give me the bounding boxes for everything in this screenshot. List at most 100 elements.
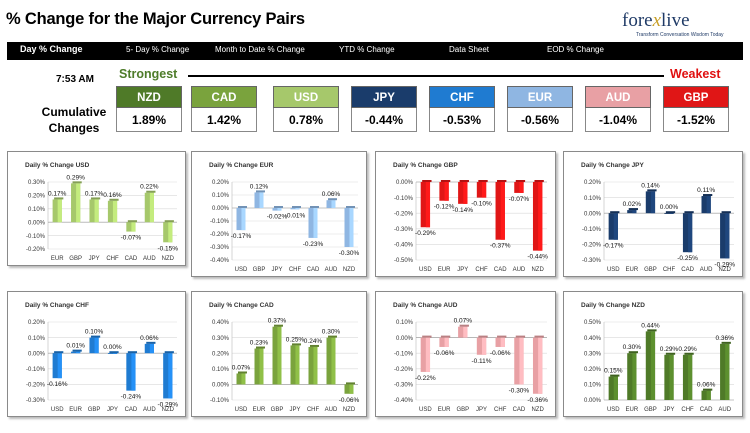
x-tick-label: GBP — [644, 407, 657, 413]
bar-body — [71, 183, 81, 223]
y-tick-label: 0.30% — [212, 336, 230, 342]
x-tick-label: CHF — [307, 407, 320, 413]
tab-month-to-date-change[interactable]: Month to Date % Change — [215, 45, 305, 54]
x-tick-label: EUR — [626, 407, 639, 413]
bar-body — [701, 196, 711, 214]
data-label: -0.36% — [527, 397, 548, 404]
bar-highlight — [500, 182, 505, 240]
chart-title: Daily % Change JPY — [581, 162, 645, 169]
currency-code: JPY — [351, 86, 417, 108]
chart-bar — [308, 206, 319, 238]
data-label: 0.30% — [322, 329, 341, 336]
bar-cap — [610, 211, 620, 214]
chart-chf-panel: Daily % Change CHF 0.20% 0.10% 0.00% -0.10% -… — [7, 291, 186, 417]
bar-body — [290, 208, 300, 210]
chart-bar — [89, 197, 101, 223]
data-label: 0.10% — [85, 329, 104, 336]
chart-bar — [682, 211, 694, 253]
chart-bar — [645, 189, 657, 214]
x-tick-label: AUD — [325, 407, 338, 413]
bar-highlight — [519, 337, 524, 385]
data-label: 0.15% — [604, 368, 623, 375]
strength-range-line — [188, 75, 664, 77]
bar-highlight — [112, 353, 118, 354]
chart-aud-panel: Daily % Change AUD 0.10% 0.00% -0.10% -0.20%… — [375, 291, 556, 417]
currency-code: AUD — [585, 86, 651, 108]
data-label: 0.17% — [48, 190, 67, 197]
x-tick-label: EUR — [69, 407, 82, 413]
x-tick-label: CHF — [106, 256, 119, 262]
bar-body — [290, 345, 300, 385]
data-label: 0.07% — [454, 318, 473, 325]
data-label: -0.14% — [452, 207, 473, 214]
bar-body — [163, 353, 173, 399]
y-tick-label: 0.00% — [396, 336, 414, 342]
currency-cumulative-value: -0.53% — [429, 108, 495, 132]
bar-body — [645, 331, 656, 400]
data-label: -0.22% — [415, 375, 436, 382]
y-tick-label: -0.10% — [394, 351, 414, 357]
tab-eod-change[interactable]: EOD % Change — [547, 45, 604, 54]
tab-5-day-change[interactable]: 5- Day % Change — [126, 45, 190, 54]
data-label: 0.02% — [623, 201, 642, 208]
bar-body — [254, 348, 264, 385]
bar-cap — [647, 329, 657, 332]
bar-body — [495, 182, 505, 240]
bar-body — [344, 384, 354, 394]
bar-highlight — [519, 182, 524, 193]
bar-body — [627, 210, 637, 214]
tab-data-sheet[interactable]: Data Sheet — [449, 45, 490, 54]
data-label: 0.06% — [140, 335, 159, 342]
bar-highlight — [313, 208, 318, 238]
bar-cap — [665, 352, 676, 355]
bar-highlight — [349, 384, 354, 394]
bar-cap — [54, 351, 64, 354]
nav-bar: Day % Change 5- Day % Change Month to Da… — [7, 42, 743, 60]
data-label: 0.16% — [103, 192, 122, 199]
bar-cap — [628, 351, 638, 354]
y-tick-label: 0.10% — [28, 207, 46, 213]
bar-highlight — [349, 208, 354, 247]
x-tick-label: EUR — [626, 267, 639, 273]
bar-cap — [665, 211, 676, 214]
bar-body — [236, 373, 246, 385]
chart-title: Daily % Change NZD — [581, 302, 645, 309]
bar-highlight — [538, 337, 543, 394]
x-tick-label: JPY — [89, 256, 100, 262]
x-tick-label: AUD — [143, 256, 156, 262]
bar-cap — [90, 335, 101, 338]
bar-body — [236, 208, 246, 231]
data-label: 0.14% — [641, 182, 660, 189]
currency-cumulative-value: -0.56% — [507, 108, 573, 132]
bar-cap — [515, 335, 526, 338]
x-tick-label: GBP — [88, 407, 101, 413]
bar-cap — [534, 335, 544, 338]
x-tick-label: AUD — [143, 407, 156, 413]
bar-highlight — [277, 326, 282, 385]
bar-body — [608, 213, 618, 240]
bar-cap — [256, 346, 265, 349]
tab-day-change[interactable]: Day % Change — [20, 44, 83, 54]
chart-bar — [420, 180, 432, 228]
currency-cad-box: CAD 1.42% — [191, 86, 257, 133]
tab-ytd-change[interactable]: YTD % Change — [339, 45, 395, 54]
bar-highlight — [259, 348, 264, 385]
x-tick-label: GBP — [456, 407, 469, 413]
chart-bar — [308, 344, 319, 385]
forexlive-logo[interactable]: forexlive Transform Conversation Wisdom … — [622, 10, 732, 40]
chart-bar — [627, 351, 638, 400]
chart-bar — [645, 329, 657, 400]
chart-bar — [236, 371, 247, 385]
y-tick-label: 0.20% — [212, 351, 230, 357]
bar-body — [476, 337, 487, 355]
data-label: 0.29% — [660, 346, 679, 353]
data-label: 0.23% — [250, 340, 269, 347]
bar-cap — [497, 180, 507, 182]
chart-bar — [514, 335, 526, 385]
bar-highlight — [669, 213, 674, 214]
y-tick-label: -0.20% — [26, 247, 46, 253]
bar-cap — [440, 180, 451, 182]
y-tick-label: -0.20% — [394, 211, 414, 217]
bar-highlight — [94, 199, 99, 223]
data-label: -0.07% — [121, 235, 142, 242]
